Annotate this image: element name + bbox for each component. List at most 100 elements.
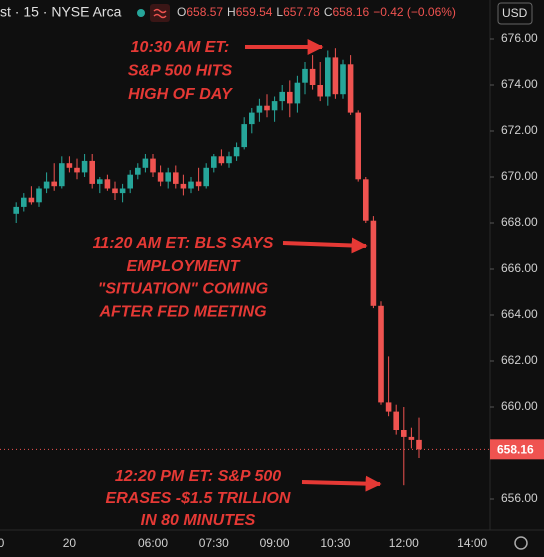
candle-body bbox=[203, 167, 209, 187]
candle-body bbox=[279, 91, 285, 102]
ohlc-value: 658.16 bbox=[332, 5, 369, 19]
ohlc-key: L bbox=[276, 5, 283, 19]
candle-body bbox=[271, 101, 278, 111]
candle-body bbox=[256, 105, 263, 113]
candle-body bbox=[340, 64, 346, 95]
candle-body bbox=[393, 411, 399, 430]
x-tick-label: 20 bbox=[63, 536, 77, 550]
candle-body bbox=[142, 158, 149, 168]
candle-body bbox=[165, 172, 171, 182]
candle-body bbox=[127, 174, 133, 189]
candle-body bbox=[157, 172, 164, 182]
candle-body bbox=[66, 163, 73, 168]
candle-body bbox=[370, 220, 377, 306]
candle-body bbox=[325, 57, 331, 97]
annotation: 12:20 PM ET: S&P 500 bbox=[115, 468, 281, 485]
candle-body bbox=[294, 82, 301, 104]
last-price-label: 658.16 bbox=[497, 442, 534, 456]
ohlc-key: H bbox=[227, 5, 236, 19]
ohlc-value: 657.78 bbox=[283, 5, 320, 19]
candle-body bbox=[135, 167, 141, 175]
candle-body bbox=[317, 85, 323, 97]
candle-body bbox=[218, 156, 225, 164]
candle-body bbox=[89, 160, 95, 184]
ohlc-key: C bbox=[324, 5, 333, 19]
annotation: "SITUATION" COMING bbox=[98, 281, 268, 298]
ohlc-value: 659.54 bbox=[236, 5, 273, 19]
candle-body bbox=[226, 156, 232, 164]
x-tick-label: 14:00 bbox=[457, 536, 487, 550]
y-tick-label: 674.00 bbox=[501, 77, 538, 91]
candle-body bbox=[112, 188, 118, 194]
last-price-tag bbox=[490, 439, 544, 460]
candle-body bbox=[81, 160, 88, 173]
candle-body bbox=[347, 64, 354, 113]
annotation: IN 80 MINUTES bbox=[141, 512, 256, 529]
annotation: EMPLOYMENT bbox=[127, 258, 241, 275]
candle-body bbox=[241, 124, 247, 148]
y-tick-label: 670.00 bbox=[501, 169, 538, 183]
candle-body bbox=[287, 91, 293, 104]
x-tick-label: 12:00 bbox=[389, 536, 419, 550]
x-tick-label: 06:00 bbox=[138, 536, 168, 550]
candle-body bbox=[211, 156, 217, 168]
x-tick-label: 09:00 bbox=[260, 536, 290, 550]
candle-body bbox=[332, 57, 339, 95]
y-tick-label: 660.00 bbox=[501, 399, 538, 413]
candle-body bbox=[408, 436, 415, 440]
candle-body bbox=[104, 179, 111, 189]
candle-body bbox=[309, 68, 316, 85]
candle-body bbox=[180, 183, 187, 189]
candle-body bbox=[355, 112, 361, 180]
annotation: AFTER FED MEETING bbox=[98, 303, 266, 320]
status-icon bbox=[150, 4, 170, 22]
candle-body bbox=[264, 105, 270, 111]
candle-body bbox=[249, 112, 255, 125]
x-tick-label: 10:30 bbox=[320, 536, 350, 550]
candle-body bbox=[416, 439, 422, 450]
candle-body bbox=[36, 188, 42, 203]
candle-body bbox=[97, 179, 103, 184]
candle-body bbox=[363, 179, 369, 221]
annotation: ERASES -$1.5 TRILLION bbox=[106, 490, 291, 507]
currency-button[interactable] bbox=[497, 2, 533, 25]
y-tick-label: 664.00 bbox=[501, 307, 538, 321]
candle-body bbox=[59, 163, 65, 187]
y-tick-label: 672.00 bbox=[501, 123, 538, 137]
symbol: st · 15 · NYSE Arca bbox=[0, 4, 122, 20]
change: −0.42 (−0.06%) bbox=[373, 5, 456, 19]
candle-body bbox=[119, 188, 126, 194]
annotation: HIGH OF DAY bbox=[128, 86, 233, 103]
candle-body bbox=[74, 167, 80, 173]
candle-body bbox=[51, 181, 57, 187]
y-tick-label: 668.00 bbox=[501, 215, 538, 229]
candle-body bbox=[233, 147, 240, 157]
y-tick-label: 676.00 bbox=[501, 31, 538, 45]
settings-icon[interactable] bbox=[514, 536, 528, 550]
candle-body bbox=[28, 197, 35, 203]
status-icon bbox=[153, 8, 167, 19]
candle-body bbox=[13, 206, 19, 214]
candle-body bbox=[188, 181, 194, 189]
candle-body bbox=[401, 430, 407, 437]
arrow bbox=[282, 237, 368, 254]
ohlc-key: O bbox=[177, 5, 186, 19]
candle-body bbox=[378, 305, 384, 403]
status-icon bbox=[137, 9, 145, 17]
candle-body bbox=[43, 181, 50, 189]
x-tick-label: 0 bbox=[0, 536, 5, 550]
y-tick-label: 666.00 bbox=[501, 261, 538, 275]
ohlc-value: 658.57 bbox=[186, 5, 223, 19]
y-tick-label: 656.00 bbox=[501, 491, 538, 505]
candle-body bbox=[173, 172, 179, 184]
y-tick-label: 662.00 bbox=[501, 353, 538, 367]
candle-body bbox=[385, 402, 392, 412]
candle-body bbox=[195, 181, 202, 187]
arrows bbox=[245, 39, 382, 492]
currency[interactable]: USD bbox=[502, 6, 528, 20]
candle-body bbox=[21, 197, 27, 207]
ohlc-legend: O658.57 H659.54 L657.78 C658.16 −0.42 (−0.06… bbox=[177, 5, 456, 19]
